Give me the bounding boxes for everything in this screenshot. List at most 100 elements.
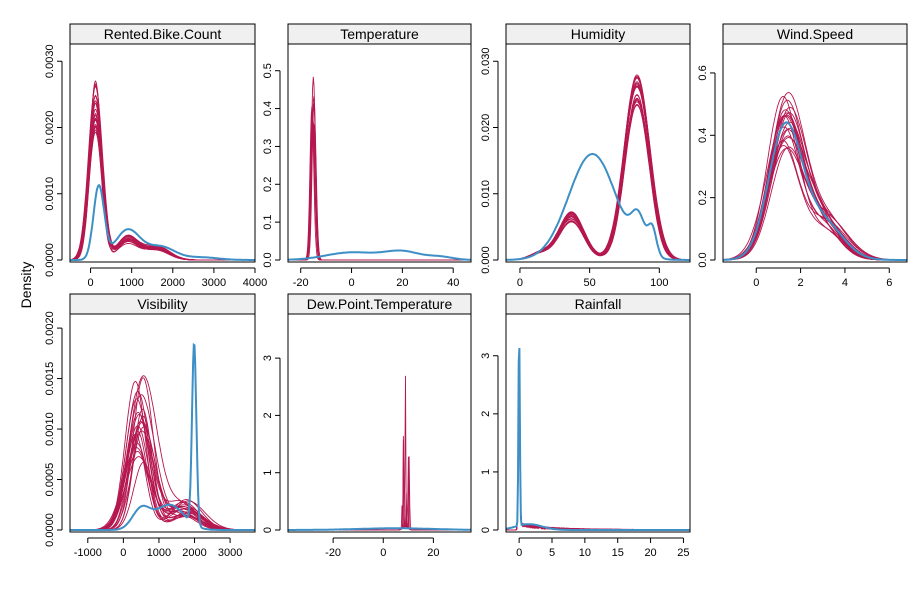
x-tick-label: -20 <box>325 547 341 559</box>
x-tick-label: 0 <box>87 277 93 289</box>
x-tick-label: 5 <box>549 547 555 559</box>
panel-title: Humidity <box>571 26 625 42</box>
y-tick-label: 0.3 <box>262 139 274 154</box>
panel-humidity: Humidity 0 50 100 0.000 0.010 0.020 0.030 <box>480 23 691 289</box>
plot-frame <box>69 313 256 533</box>
y-tick-label: 0.0000 <box>44 513 56 547</box>
imputed-density-line <box>506 421 690 531</box>
x-tick-label: 20 <box>644 547 656 559</box>
imputed-density-line <box>70 129 255 261</box>
x-tick-label: 2 <box>798 277 804 289</box>
panel-title: Wind.Speed <box>777 26 853 42</box>
y-tick-label: 0.0015 <box>44 362 56 396</box>
y-tick-label: 0.0000 <box>44 243 56 277</box>
y-tick-label: 0.030 <box>480 47 492 75</box>
y-tick-label: 0.0 <box>697 252 709 267</box>
panel-title: Rainfall <box>575 296 622 312</box>
x-tick-label: -1000 <box>74 547 102 559</box>
observed-density-line <box>288 527 471 531</box>
plot-frame <box>69 43 256 263</box>
plot-frame <box>505 43 691 263</box>
imputed-density-line <box>288 456 471 531</box>
imputed-density-line <box>70 408 255 531</box>
x-tick-label: 40 <box>447 277 459 289</box>
x-tick-label: 6 <box>886 277 892 289</box>
x-tick-label: 0 <box>120 547 126 559</box>
y-tick-label: 0.0010 <box>44 412 56 446</box>
imputed-density-line <box>506 411 690 531</box>
imputed-density-line <box>506 86 690 261</box>
curves <box>288 375 471 531</box>
imputed-density-line <box>70 433 255 531</box>
y-tick-label: 0.020 <box>480 114 492 142</box>
observed-density-line <box>288 249 471 261</box>
observed-density-line <box>723 121 907 261</box>
y-axis-label: Density <box>18 262 34 309</box>
imputed-density-line <box>70 123 255 261</box>
y-tick-label: 0.0030 <box>44 44 56 78</box>
y-tick-label: 0 <box>480 527 492 533</box>
y-tick-label: 0.0020 <box>44 311 56 345</box>
imputed-density-line <box>506 417 690 531</box>
observed-density-line <box>506 153 690 261</box>
panel-visibility: Visibility -1000 0 1000 2000 3000 0.0000 0.0005… <box>44 293 256 559</box>
y-tick-label: 3 <box>262 355 274 361</box>
imputed-density-line <box>506 420 690 531</box>
observed-density-line <box>506 347 690 531</box>
curves <box>506 347 690 531</box>
imputed-density-line <box>506 405 690 531</box>
y-tick-label: 3 <box>480 353 492 359</box>
x-tick-label: 0 <box>517 277 523 289</box>
x-tick-label: 0 <box>380 547 386 559</box>
y-tick-label: 2 <box>480 411 492 417</box>
x-tick-label: 4000 <box>243 277 267 289</box>
imputed-density-line <box>288 492 471 531</box>
panel-title: Rented.Bike.Count <box>104 26 222 42</box>
x-tick-label: 0 <box>516 547 522 559</box>
imputed-density-line <box>723 92 907 261</box>
x-tick-label: 20 <box>427 547 439 559</box>
x-tick-label: 0 <box>753 277 759 289</box>
y-tick-label: 0.0010 <box>44 177 56 211</box>
curves <box>70 80 255 261</box>
x-tick-label: 50 <box>584 277 596 289</box>
x-tick-label: 4 <box>842 277 848 289</box>
imputed-density-line <box>70 430 255 531</box>
panel-rented-bike-count: Rented.Bike.Count 0 1000 2000 3000 4000 0.0000… <box>44 23 267 289</box>
plot-frame <box>287 313 472 533</box>
y-tick-label: 0.2 <box>262 177 274 192</box>
x-tick-label: 15 <box>612 547 624 559</box>
y-tick-label: 1 <box>480 469 492 475</box>
y-tick-label: 1 <box>262 470 274 476</box>
y-tick-label: 0.010 <box>480 180 492 208</box>
imputed-density-line <box>506 408 690 531</box>
panel-title: Visibility <box>137 296 187 312</box>
panel-title: Temperature <box>340 26 419 42</box>
y-tick-label: 0.0020 <box>44 111 56 145</box>
y-tick-label: 0 <box>262 527 274 533</box>
imputed-density-line <box>506 75 690 261</box>
imputed-density-line <box>70 411 255 531</box>
imputed-density-line <box>723 121 907 261</box>
y-tick-label: 0.000 <box>480 246 492 274</box>
x-tick-label: 10 <box>579 547 591 559</box>
curves <box>506 74 690 261</box>
imputed-density-line <box>70 456 255 531</box>
imputed-density-line <box>70 125 255 261</box>
imputed-density-line <box>288 375 471 531</box>
imputed-density-line <box>70 398 255 531</box>
imputed-density-line <box>723 112 907 261</box>
x-tick-label: 3000 <box>202 277 226 289</box>
x-tick-label: -20 <box>293 277 309 289</box>
imputed-density-line <box>506 409 690 531</box>
panel-rainfall: Rainfall 0 5 10 15 20 25 0 1 2 3 <box>480 293 691 559</box>
panel-wind-speed: Wind.Speed 0 2 4 6 0.0 0.2 0.4 0.6 <box>697 23 908 289</box>
curves <box>288 76 471 261</box>
plot-frame <box>505 313 691 533</box>
imputed-density-line <box>506 399 690 531</box>
x-tick-label: 0 <box>348 277 354 289</box>
observed-density-line <box>70 184 255 261</box>
y-tick-label: 0.0005 <box>44 463 56 497</box>
plot-frame <box>722 43 908 263</box>
